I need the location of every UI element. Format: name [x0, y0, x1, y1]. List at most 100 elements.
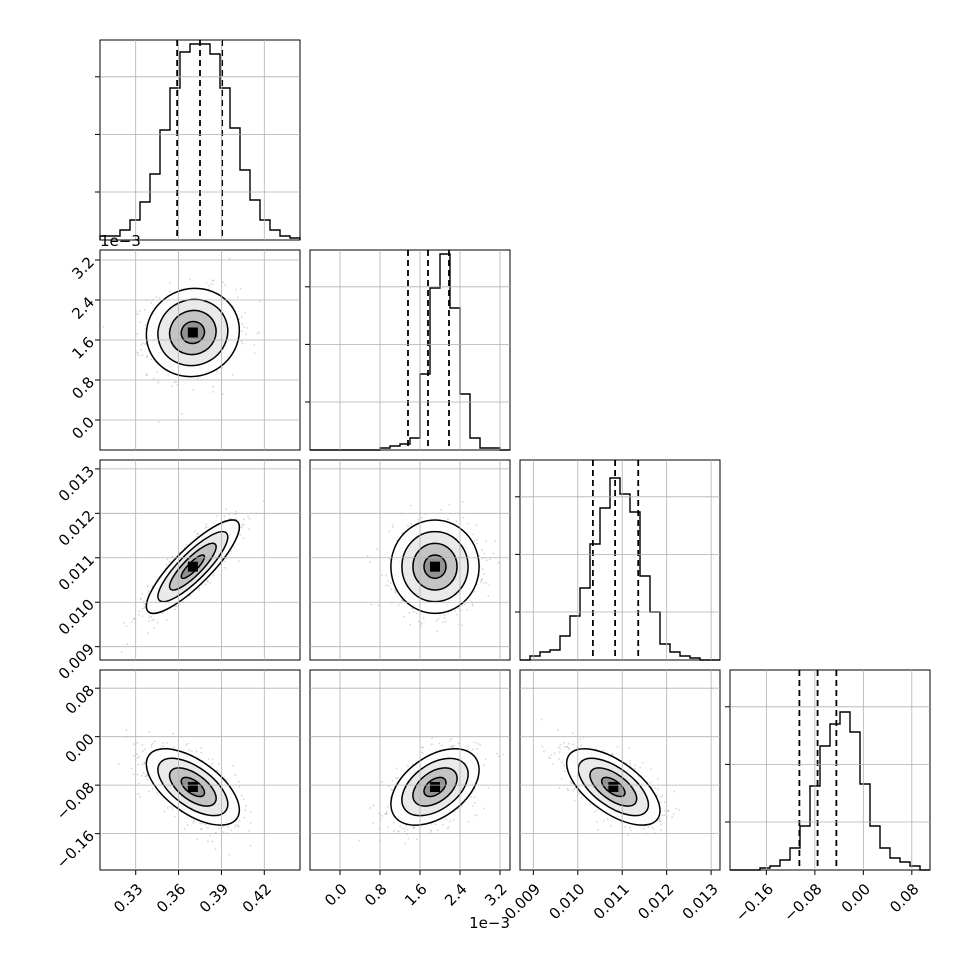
scatter-point — [385, 813, 387, 816]
scatter-point — [171, 555, 174, 558]
scatter-point — [205, 525, 208, 528]
scatter-point — [235, 510, 238, 513]
scatter-point — [196, 532, 199, 535]
scatter-point — [243, 816, 246, 819]
scatter-panel — [99, 669, 301, 871]
scatter-point — [657, 788, 659, 790]
scatter-point — [429, 830, 432, 833]
scatter-point — [602, 749, 605, 752]
scatter-point — [588, 803, 591, 806]
scatter-point — [376, 548, 378, 550]
scatter-point — [137, 613, 140, 616]
density-peak — [187, 327, 198, 338]
scatter-point — [387, 585, 390, 587]
scatter-point — [421, 751, 423, 754]
scatter-point — [230, 829, 232, 832]
scatter-point — [485, 581, 488, 584]
scatter-point — [248, 830, 250, 832]
scatter-point — [393, 588, 396, 591]
scatter-point — [180, 413, 183, 415]
scatter-point — [420, 517, 423, 520]
scatter-point — [205, 282, 208, 285]
histogram-line — [520, 477, 720, 661]
scatter-point — [136, 742, 139, 744]
scatter-point — [196, 838, 199, 840]
scatter-point — [246, 326, 249, 329]
scatter-point — [412, 827, 415, 830]
scatter-point — [409, 623, 411, 626]
scatter-point — [667, 810, 670, 813]
scatter-point — [485, 540, 488, 542]
histogram-panel — [305, 249, 511, 451]
scatter-point — [415, 612, 418, 615]
scatter-point — [410, 504, 413, 507]
scatter-point — [473, 540, 476, 542]
scatter-panel — [519, 669, 721, 871]
scatter-point — [145, 775, 148, 778]
scatter-point — [391, 779, 394, 782]
scatter-point — [397, 603, 400, 606]
scatter-point — [377, 604, 380, 607]
scatter-point — [496, 752, 498, 755]
scatter-point — [610, 824, 613, 827]
scatter-point — [224, 284, 227, 287]
scatter-point — [126, 643, 129, 646]
scatter-point — [171, 808, 174, 811]
scatter-point — [234, 824, 237, 827]
scatter-point — [420, 622, 423, 625]
scatter-point — [407, 837, 410, 840]
scatter-point — [215, 370, 218, 373]
panel-content — [540, 718, 681, 837]
scatter-point — [212, 279, 215, 282]
histogram-panel — [95, 39, 301, 241]
scatter-point — [222, 831, 225, 833]
scatter-point — [130, 621, 133, 624]
scatter-point — [404, 842, 407, 845]
scatter-point — [249, 811, 252, 814]
scatter-point — [244, 809, 247, 812]
scatter-point — [460, 609, 463, 612]
scatter-point — [634, 764, 637, 767]
scatter-point — [141, 342, 144, 345]
scatter-point — [206, 826, 209, 829]
scatter-point — [241, 323, 244, 326]
scatter-point — [407, 524, 409, 527]
scatter-point — [166, 618, 168, 621]
scatter-point — [603, 819, 605, 822]
scatter-point — [125, 625, 128, 628]
scatter-point — [447, 518, 449, 521]
scatter-point — [461, 805, 463, 808]
scatter-point — [443, 614, 446, 617]
scatter-point — [434, 823, 437, 826]
scatter-point — [161, 612, 164, 615]
scatter-point — [488, 558, 491, 561]
scatter-point — [146, 355, 149, 357]
scatter-point — [209, 764, 212, 767]
scatter-point — [249, 844, 252, 847]
scatter-point — [223, 515, 226, 518]
scatter-point — [242, 524, 245, 527]
scatter-point — [480, 581, 482, 584]
scatter-point — [449, 820, 452, 823]
panel-content — [118, 729, 252, 856]
scatter-point — [176, 383, 179, 386]
scatter-point — [452, 819, 455, 822]
scatter-point — [237, 824, 239, 827]
scatter-point — [228, 513, 231, 516]
scatter-point — [212, 385, 215, 388]
scatter-point — [145, 374, 148, 377]
scatter-point — [167, 374, 170, 376]
scatter-point — [191, 750, 193, 753]
scatter-point — [453, 744, 455, 747]
scatter-point — [168, 560, 171, 563]
scatter-point — [387, 580, 389, 582]
scatter-point — [415, 838, 418, 841]
scatter-point — [240, 316, 243, 318]
scatter-point — [223, 560, 226, 563]
scatter-point — [487, 787, 490, 789]
scatter-point — [388, 557, 391, 560]
scatter-point — [448, 739, 451, 742]
scatter-point — [143, 603, 146, 606]
scatter-point — [494, 539, 497, 542]
scatter-point — [492, 552, 495, 555]
